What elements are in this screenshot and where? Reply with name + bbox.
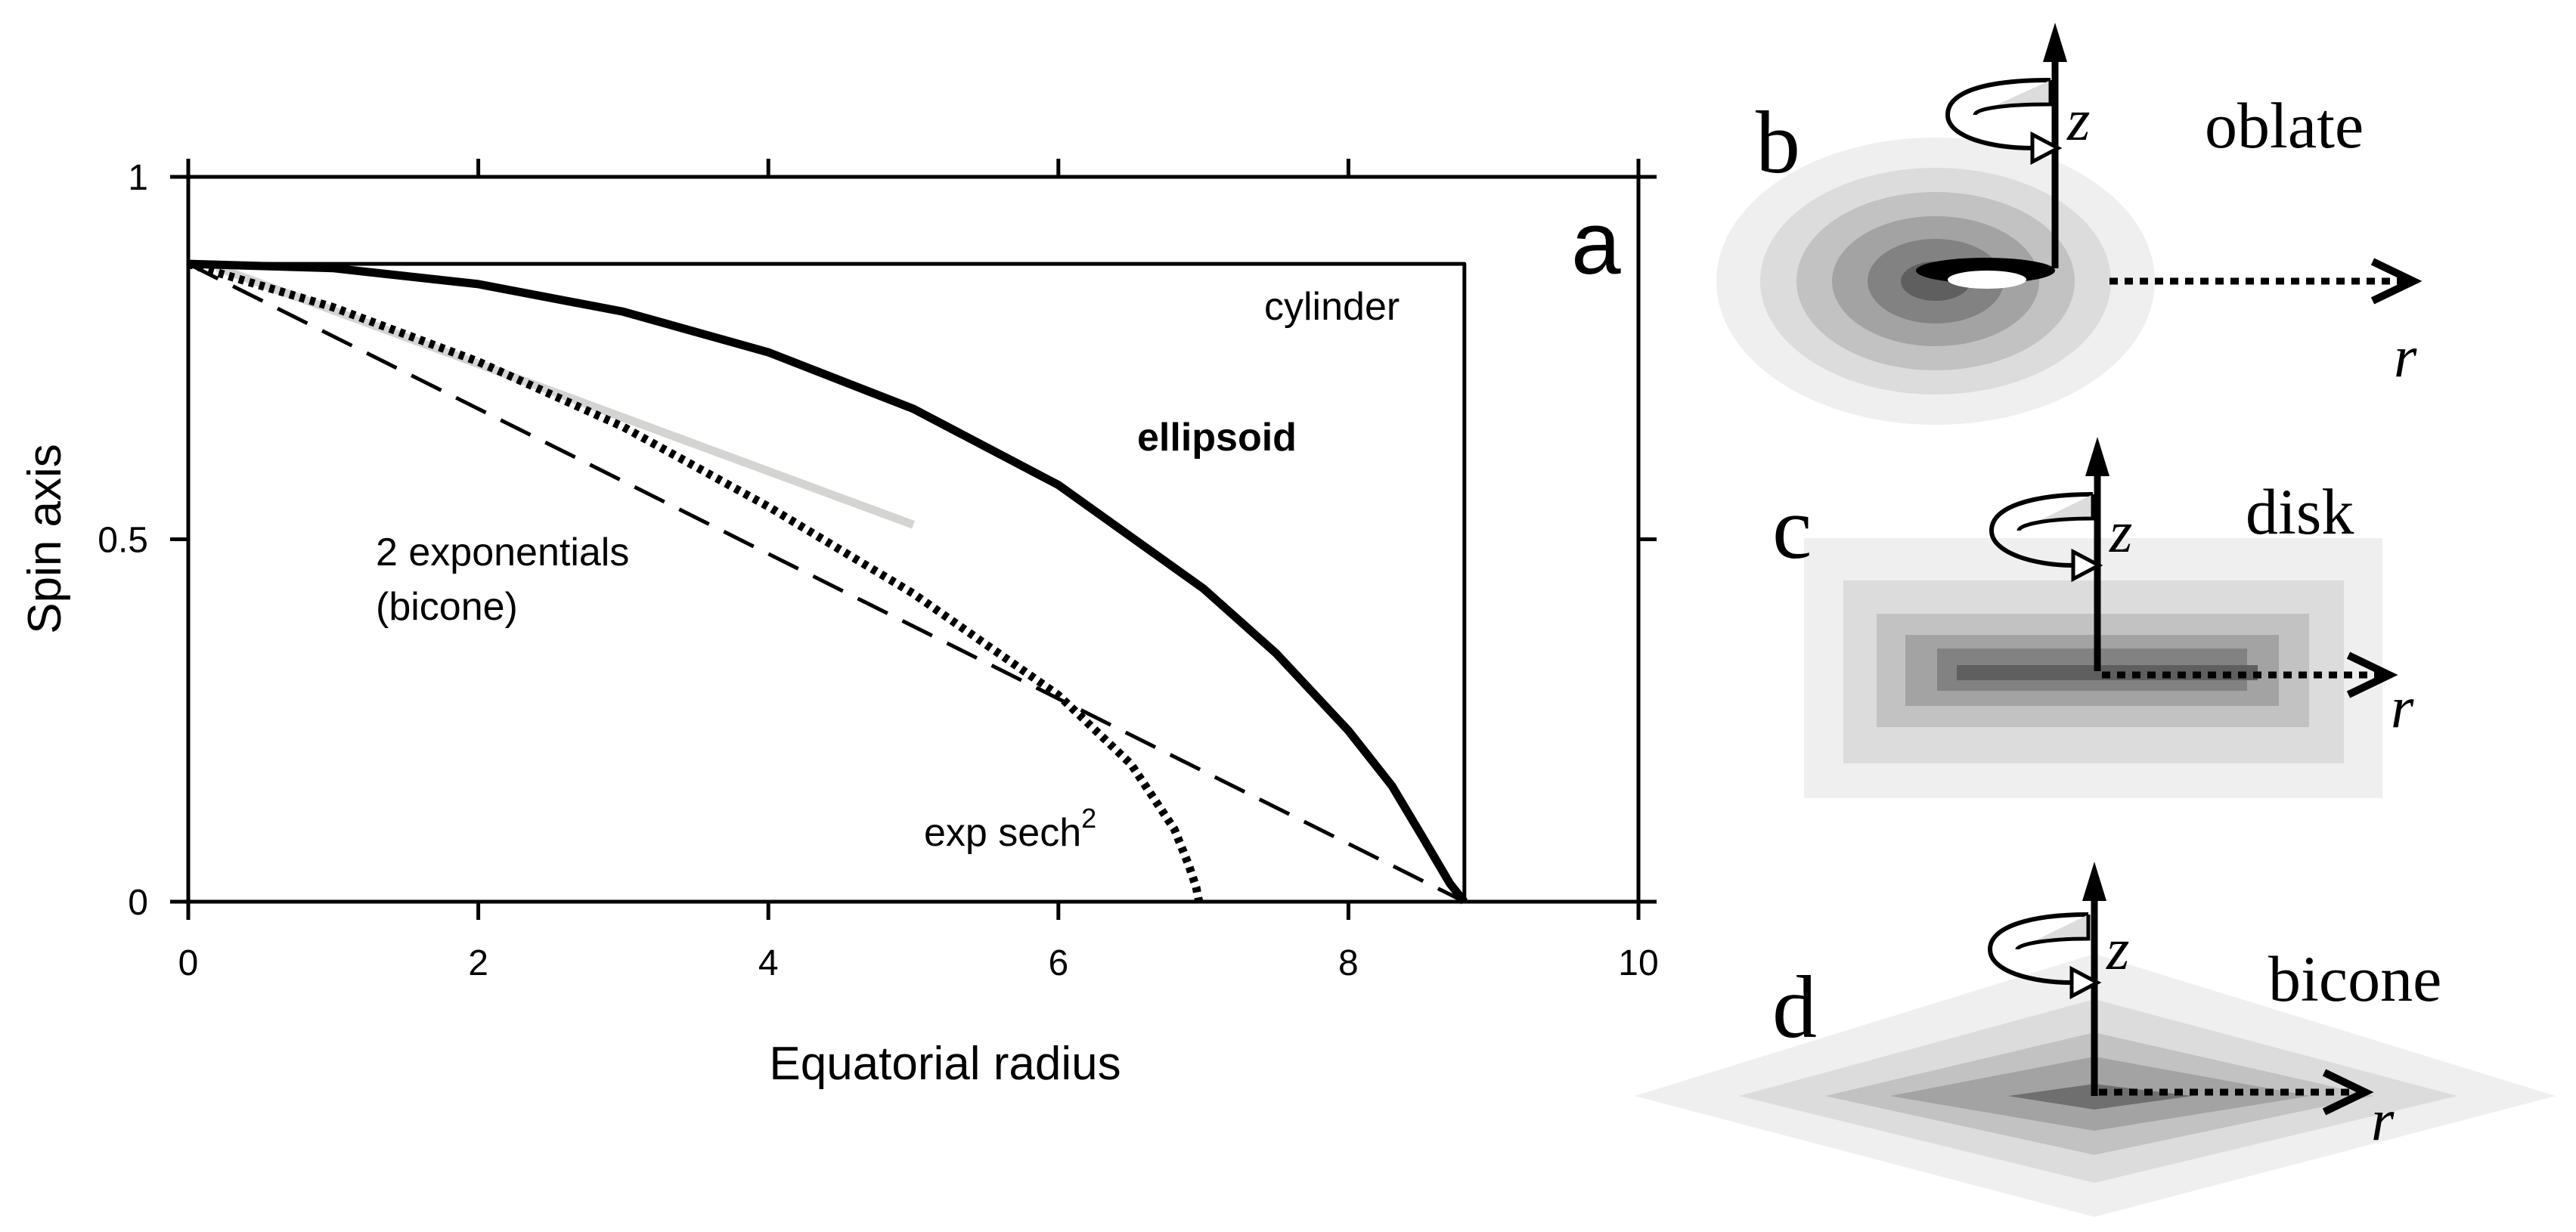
annotation-ellipsoid: ellipsoid [1137, 416, 1297, 460]
annotation-bicone-line1: 2 exponentials [376, 531, 629, 574]
y-tick-label: 1 [128, 158, 148, 198]
annotation-cylinder: cylinder [1264, 285, 1400, 329]
r-axis-arrowhead-icon [2346, 652, 2398, 698]
chart-panel-a: 0 2 4 6 8 10 0 0.5 1 Equatorial radius Spin axis… [19, 158, 1659, 1090]
annotation-exp-sech: exp sech2 [924, 803, 1096, 855]
rotation-arrow-icon [1989, 492, 2103, 583]
x-tick-label: 2 [468, 943, 488, 983]
x-axis-label: Equatorial radius [769, 1038, 1121, 1090]
shape-name-bicone: bicone [2268, 943, 2441, 1015]
z-axis-label-b: z [2066, 87, 2090, 153]
rotation-arrow-icon [1945, 78, 2063, 166]
r-axis-label-b: r [2394, 323, 2417, 389]
z-axis-arrowhead-icon [2082, 862, 2106, 901]
rotation-arrow-icon [1987, 912, 2102, 1000]
panel-b-oblate: b oblate z r [1716, 23, 2423, 425]
panel-label-c: c [1772, 478, 1812, 577]
z-axis-label-d: z [2106, 916, 2129, 982]
x-tick-label: 10 [1618, 943, 1658, 983]
series-2-exponentials-bicone [187, 262, 1465, 904]
x-tick-label: 0 [178, 943, 199, 983]
series-ellipsoid [188, 259, 1468, 905]
panel-label-b: b [1756, 93, 1800, 192]
annotation-exp-sech-superscript: 2 [1081, 803, 1096, 834]
annotation-bicone-line2: (bicone) [376, 585, 518, 629]
panel-label-a: a [1571, 193, 1621, 293]
panel-label-d: d [1772, 958, 1817, 1057]
axis-tick-labels: 0 2 4 6 8 10 0 0.5 1 [98, 158, 1658, 983]
panel-c-disk: c disk z r [1772, 437, 2414, 798]
r-axis-label-d: r [2371, 1087, 2395, 1153]
y-tick-label: 0.5 [98, 521, 148, 561]
oblate-core-hole [1948, 271, 2026, 289]
r-axis-arrowhead-icon [2322, 1069, 2374, 1116]
x-tick-label: 6 [1048, 943, 1068, 983]
series-cylinder [188, 262, 1467, 902]
series-layer [187, 259, 1468, 905]
y-tick-label: 0 [128, 883, 148, 923]
shape-name-oblate: oblate [2205, 89, 2364, 162]
panel-d-bicone: d bicone z r [1635, 862, 2556, 1217]
shape-name-disk: disk [2246, 475, 2354, 548]
axis-ticks [170, 159, 1657, 920]
r-axis-label-c: r [2391, 674, 2414, 740]
annotation-exp-sech-text: exp sech [924, 811, 1081, 855]
y-axis-label: Spin axis [19, 444, 71, 634]
r-axis-arrowhead-icon [2370, 258, 2423, 305]
x-tick-label: 4 [758, 943, 779, 983]
z-axis-arrowhead-icon [2043, 23, 2067, 62]
z-axis-label-c: z [2109, 499, 2132, 565]
x-tick-label: 8 [1338, 943, 1359, 983]
z-axis-arrowhead-icon [2085, 437, 2109, 476]
series-exp-sech2 [187, 259, 1204, 903]
